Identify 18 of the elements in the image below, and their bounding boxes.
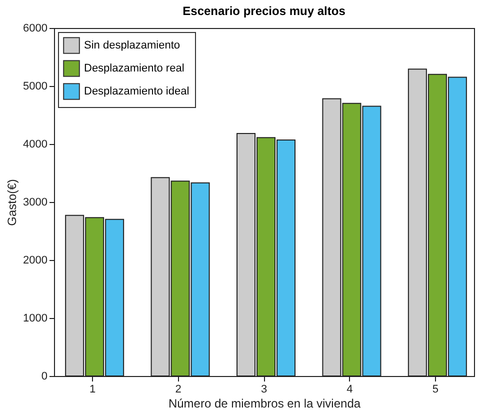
y-tick-label: 0 xyxy=(41,370,48,382)
y-tick-label: 5000 xyxy=(23,80,48,92)
x-tick-label: 1 xyxy=(90,384,96,396)
y-tick-label: 1000 xyxy=(23,312,48,324)
y-tick-label: 3000 xyxy=(23,196,48,208)
x-tick-label: 2 xyxy=(175,384,182,396)
x-axis-title: Número de miembros en la vivienda xyxy=(168,396,361,410)
x-tick-label: 4 xyxy=(346,384,353,396)
legend-label: Desplazamiento real xyxy=(84,62,184,74)
x-tick-label: 5 xyxy=(432,384,438,396)
y-tick-label: 2000 xyxy=(23,254,48,266)
y-tick-label: 6000 xyxy=(23,22,48,34)
legend-label: Sin desplazamiento xyxy=(84,40,180,52)
y-tick-label: 4000 xyxy=(23,138,48,150)
chart-title: Escenario precios muy altos xyxy=(182,4,346,18)
y-axis-title: Gasto(€) xyxy=(5,179,20,226)
x-tick-label: 3 xyxy=(260,384,268,396)
legend-label: Desplazamiento ideal xyxy=(84,86,190,98)
